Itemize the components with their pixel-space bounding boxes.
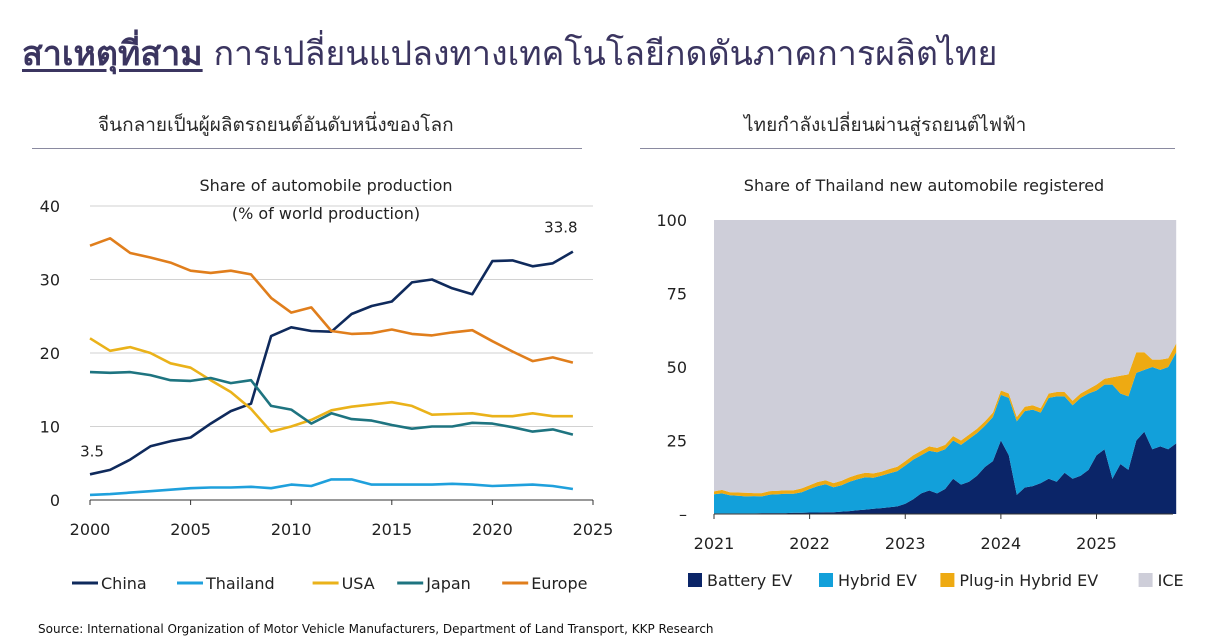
- x-tick-label: 2024: [981, 534, 1022, 553]
- legend-label-ice: ICE: [1158, 571, 1184, 590]
- series-line-china: [89, 250, 574, 476]
- data-label: 33.8: [544, 219, 577, 237]
- source-note: Source: International Organization of Mo…: [38, 622, 714, 636]
- y-tick-label: 40: [40, 197, 60, 216]
- legend-label-usa: USA: [342, 574, 375, 593]
- y-tick-label: 50: [667, 358, 687, 377]
- legend-label-plug-in-hybrid-ev: Plug-in Hybrid EV: [959, 571, 1098, 590]
- left-subheading: จีนกลายเป็นผู้ผลิตรถยนต์อันดับหนึ่งของโล…: [98, 114, 454, 136]
- area-hybrid-ev: [714, 352, 1177, 514]
- production-share-chart: Share of automobile production (% of worl…: [40, 176, 614, 593]
- area-battery-ev: [714, 431, 1177, 514]
- page-title: สาเหตุที่สาม การเปลี่ยนแปลงทางเทคโนโลยีก…: [22, 26, 997, 80]
- legend-label-japan: Japan: [425, 574, 471, 593]
- y-tick-label: 25: [667, 432, 687, 451]
- legend-label-china: China: [101, 574, 147, 593]
- y-tick-label: 20: [40, 344, 60, 363]
- chart-subtitle: (% of world production): [232, 204, 420, 223]
- x-tick-label: 2015: [371, 520, 412, 539]
- x-tick-label: 2021: [694, 534, 735, 553]
- series-line-usa: [89, 337, 573, 433]
- x-tick-label: 2022: [789, 534, 830, 553]
- x-tick-label: 2010: [271, 520, 312, 539]
- y-tick-label: 75: [667, 285, 687, 304]
- page-title-rest: การเปลี่ยนแปลงทางเทคโนโลยีกดดันภาคการผลิ…: [213, 34, 998, 74]
- legend-label-hybrid-ev: Hybrid EV: [838, 571, 917, 590]
- y-tick-label: 30: [40, 271, 60, 290]
- legend-swatch-ice: [1138, 573, 1153, 587]
- y-tick-label: 10: [40, 418, 60, 437]
- legend-label-battery-ev: Battery EV: [707, 571, 792, 590]
- series-line-europe: [89, 237, 574, 364]
- left-divider: [32, 148, 582, 149]
- legend-swatch-battery-ev: [688, 573, 702, 587]
- x-tick-label: 2005: [170, 520, 211, 539]
- legend-label-thailand: Thailand: [205, 574, 275, 593]
- x-tick-label: 2020: [472, 520, 513, 539]
- chart-title: Share of automobile production: [199, 176, 452, 195]
- legend-label-europe: Europe: [531, 574, 587, 593]
- area-ice: [714, 220, 1177, 494]
- x-tick-label: 2000: [70, 520, 111, 539]
- ev-registration-chart: Share of Thailand new automobile registe…: [656, 176, 1183, 590]
- x-tick-label: 2023: [885, 534, 926, 553]
- page-title-lead: สาเหตุที่สาม: [22, 34, 203, 74]
- right-divider: [640, 148, 1175, 149]
- legend-swatch-hybrid-ev: [819, 573, 833, 587]
- series-line-thailand: [89, 478, 574, 497]
- data-label: 3.5: [80, 442, 104, 460]
- y-tick-label: 0: [50, 491, 60, 510]
- y-tick-label: –: [679, 505, 687, 524]
- x-tick-label: 2025: [573, 520, 614, 539]
- chart-title: Share of Thailand new automobile registe…: [744, 176, 1104, 195]
- legend-swatch-plug-in-hybrid-ev: [940, 573, 955, 587]
- x-tick-label: 2025: [1076, 534, 1117, 553]
- y-tick-label: 100: [656, 211, 687, 230]
- series-line-japan: [89, 370, 574, 436]
- right-subheading: ไทยกำลังเปลี่ยนผ่านสู่รถยนต์ไฟฟ้า: [744, 114, 1027, 136]
